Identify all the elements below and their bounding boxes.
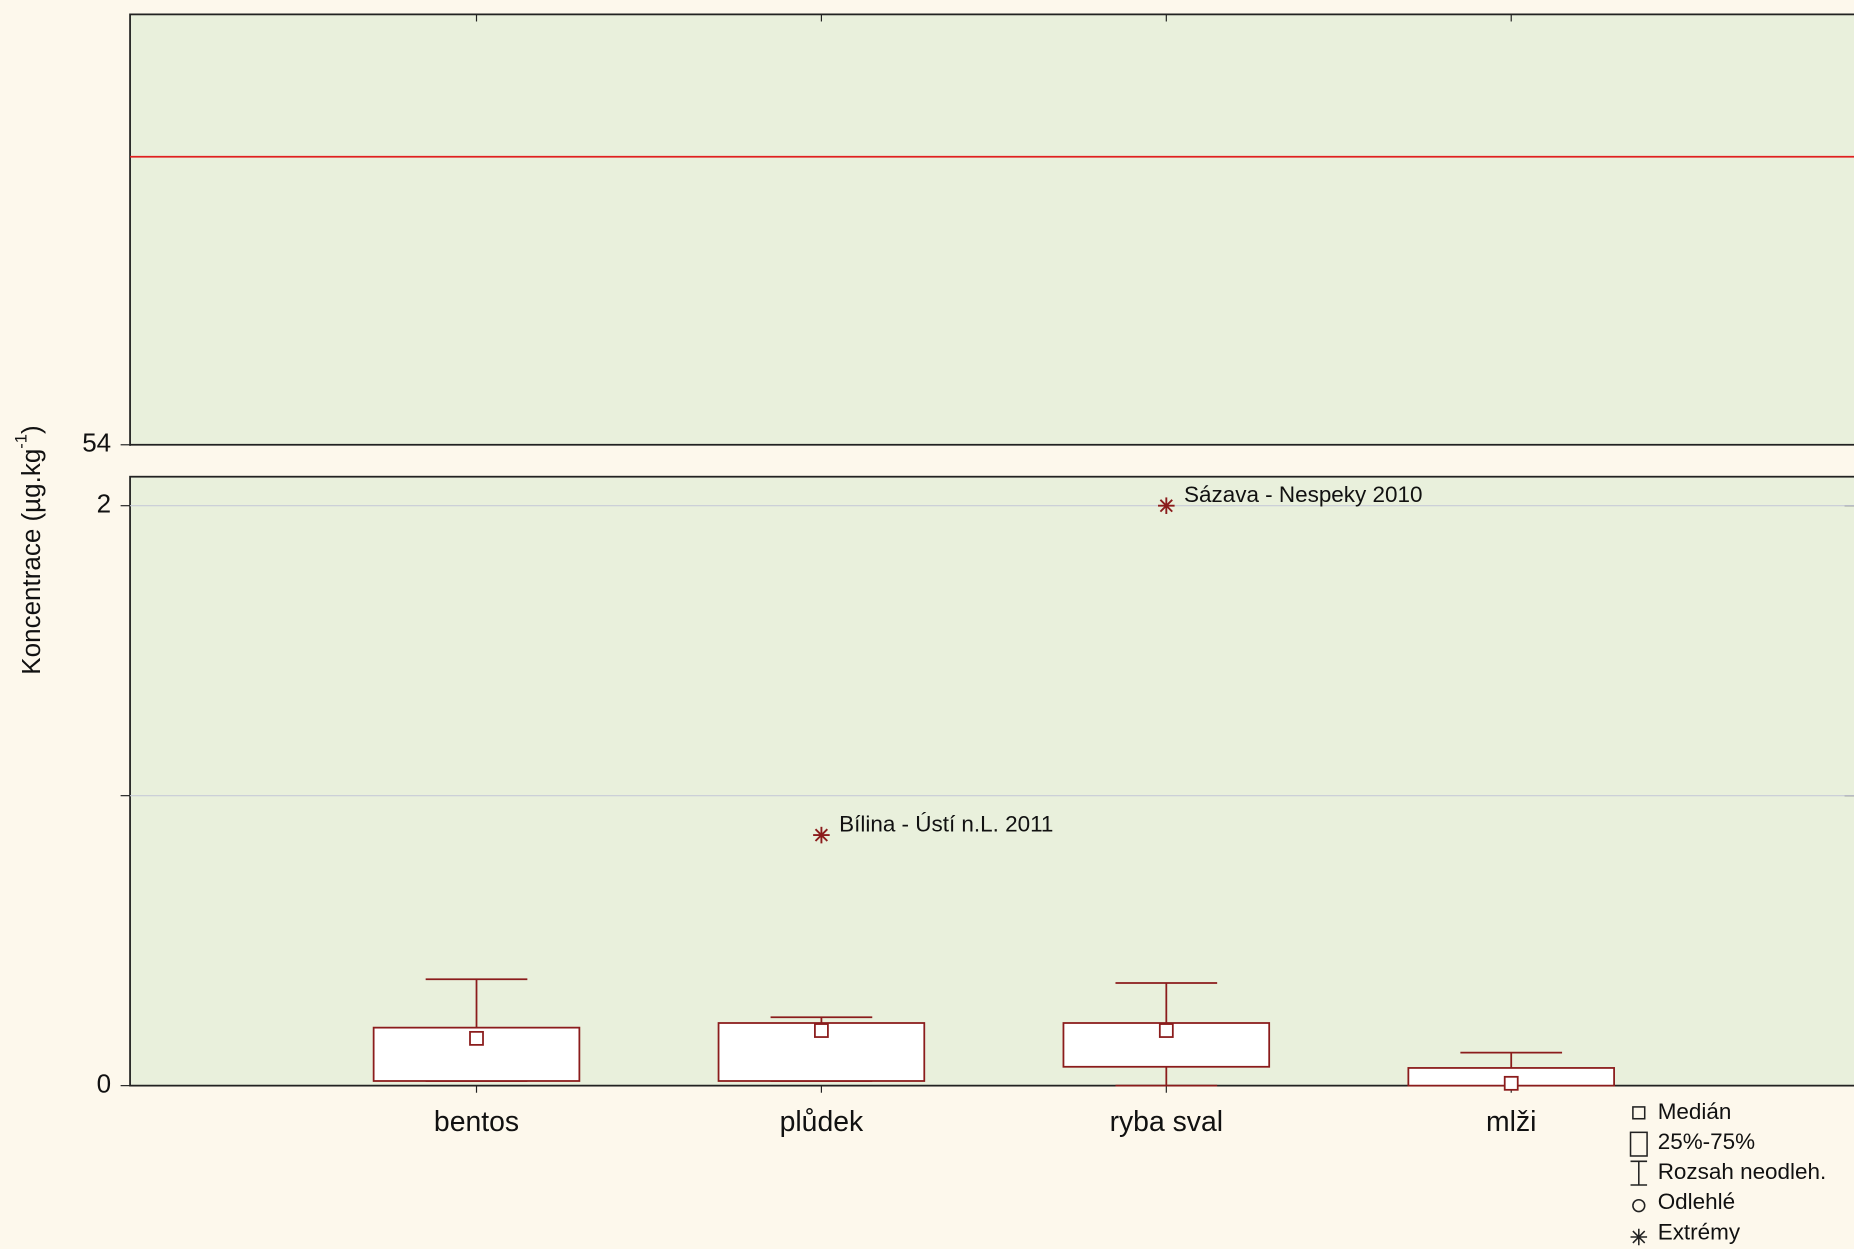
- extreme: [1158, 497, 1175, 514]
- x-tick-label: bentos: [434, 1106, 519, 1138]
- extreme-stroke: [1159, 499, 1173, 513]
- extreme-label: Sázava - Nespeky 2010: [1184, 482, 1422, 507]
- legend-label: Medián: [1658, 1099, 1732, 1124]
- extreme: [813, 826, 830, 844]
- legend-symbol: [1632, 1198, 1646, 1213]
- axis-break: [118, 445, 1854, 476]
- median: [814, 1023, 829, 1038]
- upper-plot-area: [129, 13, 1854, 446]
- y-label-end: ): [16, 425, 46, 434]
- x-tick-label: plůdek: [780, 1106, 864, 1138]
- x-tick-label: ryba sval: [1110, 1106, 1223, 1138]
- legend-label: 25%-75%: [1658, 1129, 1755, 1154]
- lower-plot-area: [129, 475, 1854, 1087]
- y-tick-label: 0: [97, 1069, 111, 1099]
- median: [1503, 1075, 1519, 1091]
- legend-symbol: [1632, 1106, 1646, 1120]
- y-label-sup: -1: [12, 434, 31, 449]
- upper-y-tick-label: 54: [82, 428, 111, 458]
- median: [469, 1030, 484, 1046]
- y-axis-label: Koncentrace (µg.kg-1): [12, 425, 46, 674]
- legend-label: Odlehlé: [1658, 1189, 1735, 1214]
- legend-label: Rozsah neodleh.: [1658, 1159, 1827, 1184]
- extreme-stroke: [814, 828, 828, 842]
- legend-symbol: [1629, 1131, 1648, 1157]
- legend-symbol: [1630, 1160, 1648, 1186]
- x-tick-label: mlži: [1486, 1106, 1536, 1138]
- median: [1158, 1023, 1174, 1038]
- legend-label: Extrémy: [1658, 1219, 1741, 1244]
- y-tick-label: 2: [97, 489, 111, 519]
- extreme-label: Bílina - Ústí n.L. 2011: [839, 812, 1053, 837]
- y-label-text: Koncentrace (µg.kg: [16, 449, 46, 675]
- legend-symbol: [1630, 1228, 1648, 1246]
